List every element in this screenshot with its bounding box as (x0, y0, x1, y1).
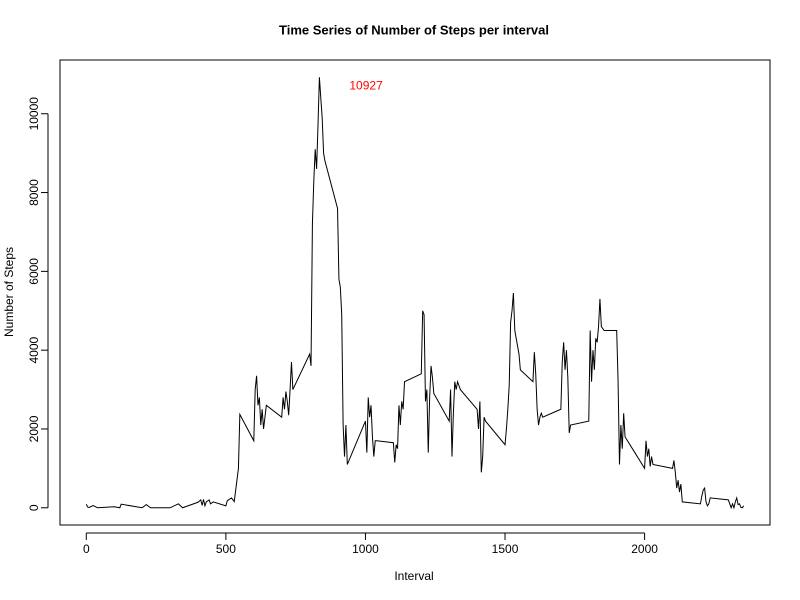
chart-title: Time Series of Number of Steps per inter… (279, 22, 549, 37)
y-axis-label: Number of Steps (2, 247, 16, 337)
y-tick-label: 6000 (27, 258, 41, 285)
y-tick-label: 0 (27, 504, 41, 511)
x-axis-label: Interval (394, 569, 433, 583)
x-tick-label: 0 (83, 542, 90, 556)
annotation: 10927 (349, 78, 383, 92)
y-tick-label: 2000 (27, 415, 41, 442)
y-tick-label: 8000 (27, 179, 41, 206)
series-line (85, 77, 745, 510)
plot-box (59, 59, 771, 526)
y-tick-label: 10000 (27, 97, 41, 131)
x-tick-label: 500 (216, 542, 236, 556)
x-tick-label: 1000 (352, 542, 379, 556)
x-tick-label: 2000 (631, 542, 658, 556)
x-tick-label: 1500 (492, 542, 519, 556)
y-tick-label: 4000 (27, 336, 41, 363)
